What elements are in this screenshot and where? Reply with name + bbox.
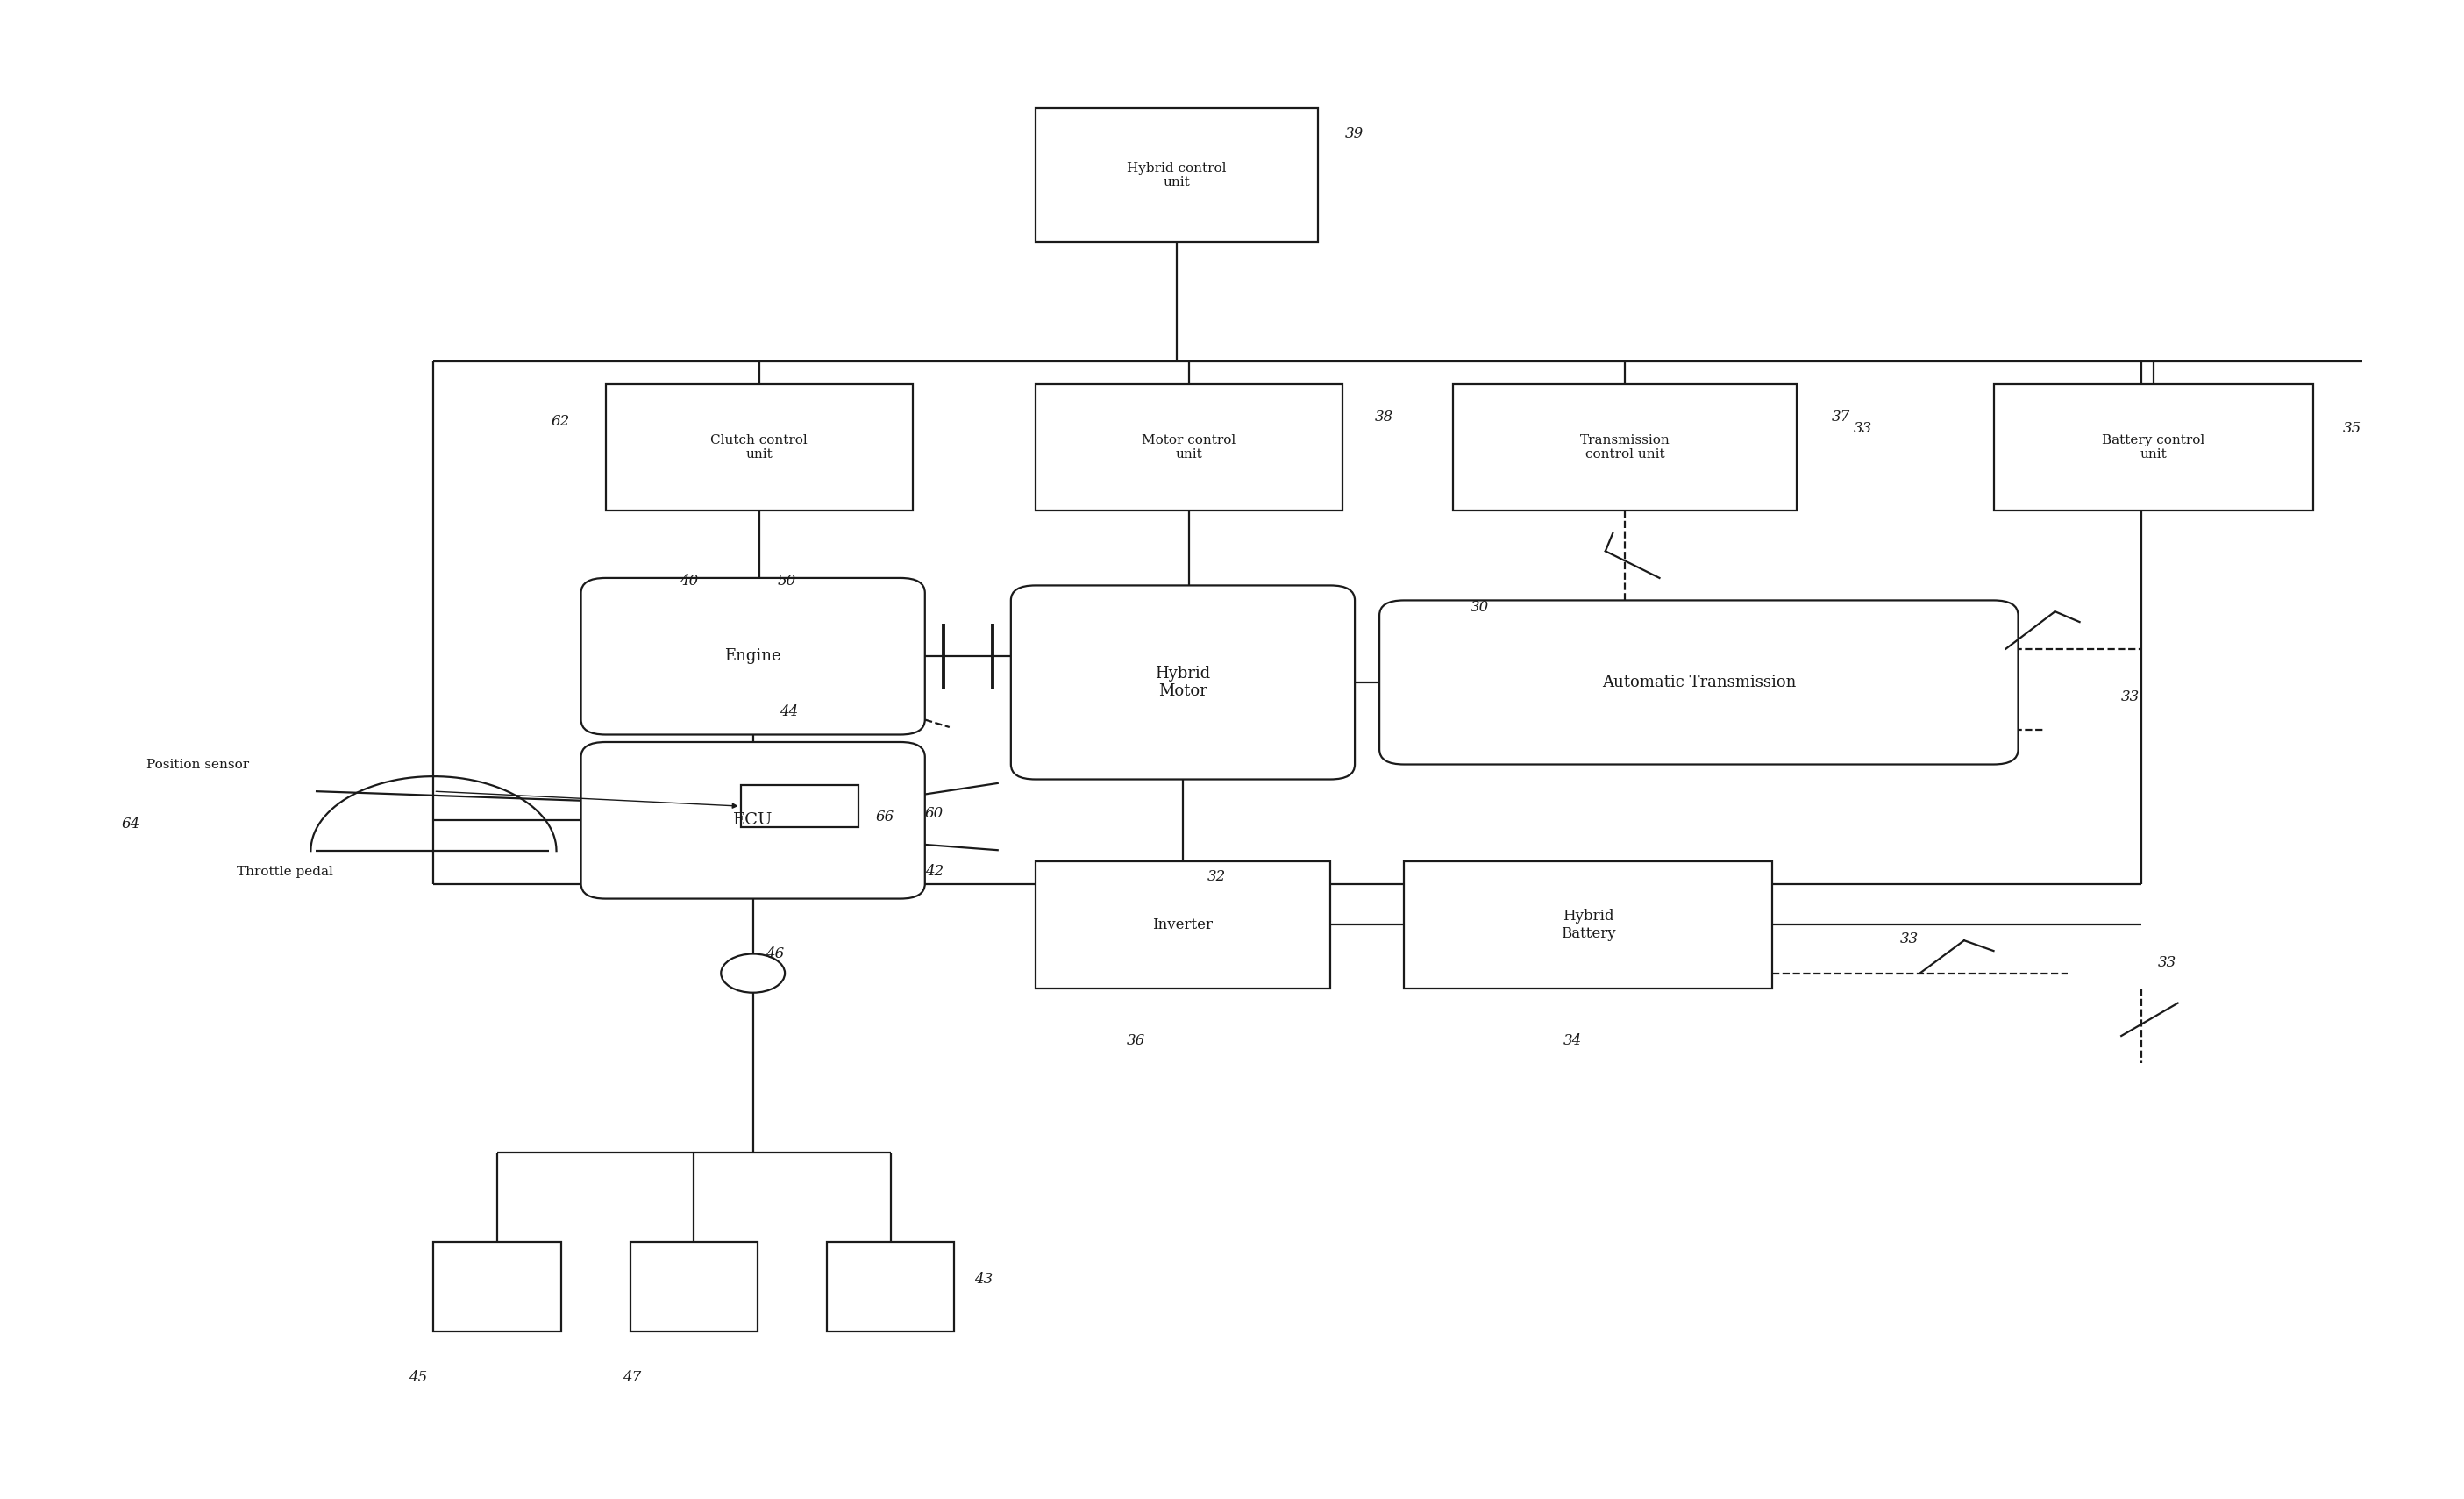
Text: 64: 64	[121, 817, 140, 832]
Bar	[631, 1241, 759, 1331]
Text: Clutch control
unit: Clutch control unit	[710, 435, 808, 460]
Text: 33: 33	[1853, 421, 1873, 436]
Text: 47: 47	[623, 1370, 641, 1385]
Bar	[825, 1241, 954, 1331]
Text: Hybrid
Motor: Hybrid Motor	[1156, 666, 1210, 700]
Text: 38: 38	[1375, 409, 1392, 424]
Text: ECU: ECU	[734, 812, 774, 829]
Text: Throttle pedal: Throttle pedal	[237, 866, 333, 878]
Text: 35: 35	[2343, 421, 2361, 436]
Bar	[1454, 384, 1796, 511]
Text: Position sensor: Position sensor	[145, 758, 249, 770]
Text: Automatic Transmission: Automatic Transmission	[1602, 675, 1796, 690]
Text: 50: 50	[779, 574, 796, 589]
Text: Hybrid
Battery: Hybrid Battery	[1560, 908, 1616, 941]
Text: Motor control
unit: Motor control unit	[1141, 435, 1237, 460]
Text: 42: 42	[924, 865, 944, 880]
Text: Battery control
unit: Battery control unit	[2102, 435, 2205, 460]
Bar	[1035, 108, 1318, 243]
Text: Hybrid control
unit: Hybrid control unit	[1126, 162, 1227, 189]
Text: 44: 44	[781, 705, 798, 720]
Text: 30: 30	[1471, 600, 1488, 615]
Text: 37: 37	[1831, 409, 1850, 424]
Text: Inverter: Inverter	[1153, 917, 1212, 932]
Bar	[1404, 862, 1772, 988]
Bar	[1035, 384, 1343, 511]
Text: 40: 40	[680, 574, 697, 589]
Text: 62: 62	[552, 414, 569, 429]
Text: 43: 43	[973, 1271, 993, 1286]
Text: 33: 33	[1900, 931, 1919, 946]
FancyBboxPatch shape	[1380, 600, 2018, 764]
Bar	[606, 384, 912, 511]
Text: 34: 34	[1565, 1033, 1582, 1048]
Bar	[742, 785, 857, 827]
Text: 33: 33	[2122, 690, 2139, 705]
Text: Transmission
control unit: Transmission control unit	[1579, 435, 1671, 460]
Text: 45: 45	[409, 1370, 429, 1385]
Text: 60: 60	[924, 806, 944, 821]
Text: 32: 32	[1207, 869, 1227, 884]
Text: 36: 36	[1126, 1033, 1146, 1048]
Text: 46: 46	[766, 946, 784, 961]
Text: 66: 66	[875, 809, 894, 824]
FancyBboxPatch shape	[582, 579, 924, 735]
Text: Engine: Engine	[724, 649, 781, 664]
Bar	[1993, 384, 2314, 511]
Text: 33: 33	[2158, 955, 2176, 970]
Text: 39: 39	[1345, 126, 1363, 141]
FancyBboxPatch shape	[1010, 586, 1355, 779]
Bar	[1035, 862, 1331, 988]
Bar	[434, 1241, 562, 1331]
FancyBboxPatch shape	[582, 742, 924, 899]
